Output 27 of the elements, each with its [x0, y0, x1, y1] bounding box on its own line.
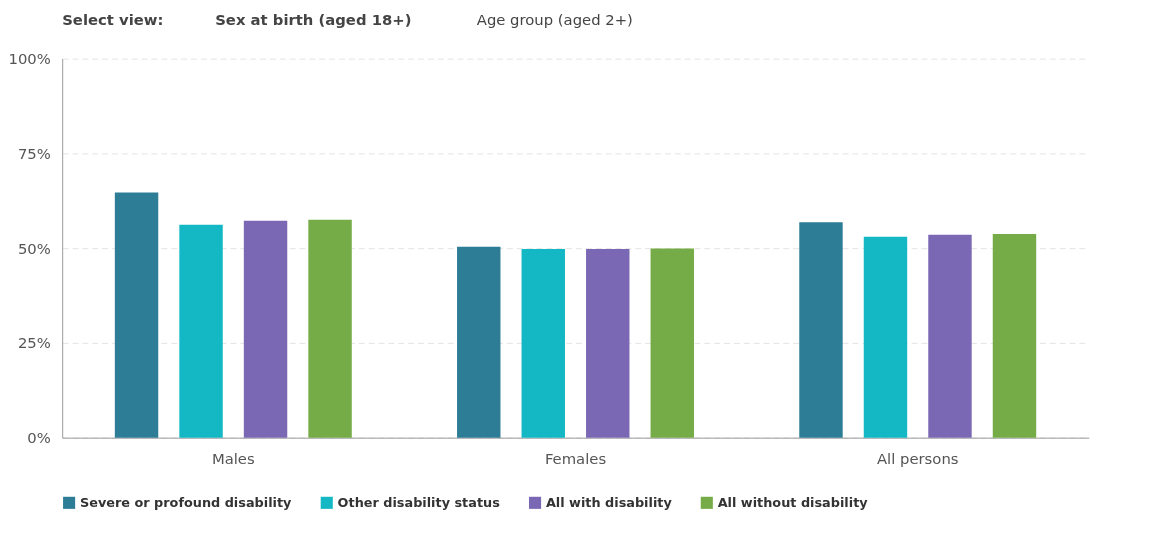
bar [521, 248, 565, 438]
legend-label: All without disability [717, 494, 869, 510]
legend-label: Other disability status [337, 494, 501, 510]
bar [650, 248, 694, 438]
y-tick-label: 0% [27, 429, 51, 447]
legend-label: All with disability [545, 494, 673, 510]
x-tick-label: All persons [876, 449, 959, 467]
y-tick-label: 100% [8, 50, 51, 68]
y-tick-label: 50% [17, 239, 51, 257]
text: Sex at birth (aged 18+) [215, 11, 412, 29]
bar [928, 234, 972, 438]
x-tick-label: Males [211, 449, 255, 467]
bar [586, 248, 630, 438]
bar [308, 219, 352, 438]
bar [114, 192, 159, 438]
bar [799, 222, 843, 438]
bar [457, 246, 501, 438]
legend-label: Severe or profound disability [79, 494, 293, 510]
bar [179, 224, 223, 438]
bar [243, 220, 288, 438]
bar [863, 236, 908, 438]
y-tick-label: 25% [17, 334, 51, 352]
y-tick-label: 75% [17, 144, 51, 162]
text: Age group (aged 2+) [476, 11, 633, 29]
bar [992, 234, 1037, 438]
text: Select view: [62, 11, 164, 29]
x-tick-label: Females [544, 449, 607, 467]
